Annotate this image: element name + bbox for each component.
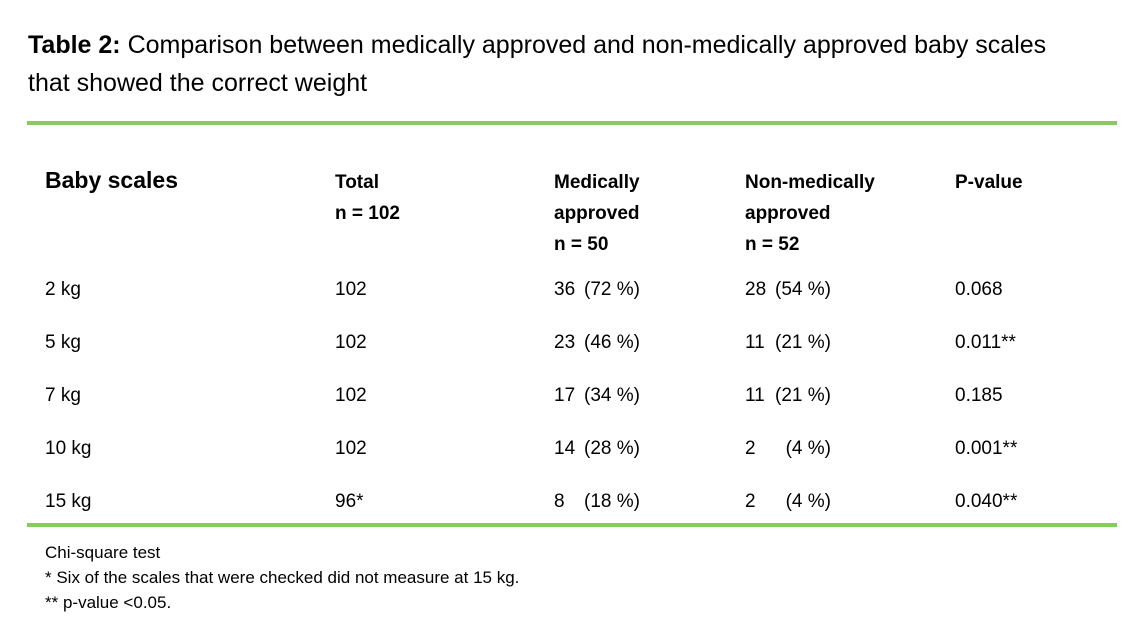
medical-count: 14: [554, 438, 576, 459]
nonmedical-percent: (21 %): [775, 332, 831, 353]
header-medically-approved: Medically approved n = 50: [554, 172, 640, 255]
cell-total: 102: [335, 385, 367, 406]
header-non-medically-approved: Non-medically approved n = 52: [745, 172, 875, 255]
table-row: 5 kg 102 23 (46 %) 11 (21 %) 0.011**: [45, 331, 1115, 384]
footnote-double-asterisk: ** p-value <0.05.: [45, 593, 172, 612]
cell-medically-approved: 8 (18 %): [554, 490, 745, 543]
cell-total: 102: [335, 332, 367, 353]
cell-weight-label: 10 kg: [45, 438, 92, 459]
cell-medically-approved: 17 (34 %): [554, 384, 745, 437]
cell-weight-label: 2 kg: [45, 279, 81, 300]
nonmedical-count: 11: [745, 385, 765, 406]
table-row: 15 kg 96* 8 (18 %) 2 (4 %) 0.040**: [45, 490, 1115, 543]
header-total: Total n = 102: [335, 172, 400, 224]
footnotes: Chi-square test * Six of the scales that…: [45, 540, 519, 615]
table-caption: Table 2: Comparison between medically ap…: [28, 26, 1123, 102]
medical-percent: (72 %): [584, 279, 640, 300]
medical-count: 36: [554, 279, 576, 300]
footnote-asterisk: * Six of the scales that were checked di…: [45, 568, 520, 587]
cell-p-value: 0.011**: [955, 332, 1016, 353]
cell-medically-approved: 14 (28 %): [554, 437, 745, 490]
nonmedical-percent: (4 %): [785, 491, 831, 512]
bottom-rule: [27, 523, 1117, 527]
cell-total: 102: [335, 279, 367, 300]
cell-medically-approved: 23 (46 %): [554, 331, 745, 384]
nonmedical-percent: (54 %): [775, 279, 831, 300]
cell-non-medically-approved: 2 (4 %): [745, 490, 955, 543]
top-rule: [27, 121, 1117, 125]
table-caption-number: Table 2:: [28, 31, 121, 59]
cell-p-value: 0.001**: [955, 438, 1018, 459]
footnote-chi-square: Chi-square test: [45, 543, 161, 562]
header-p-value: P-value: [955, 172, 1023, 193]
table-caption-text: Comparison between medically approved an…: [28, 31, 1047, 97]
medical-count: 8: [554, 491, 565, 512]
table-row: 2 kg 102 36 (72 %) 28 (54 %) 0.068: [45, 278, 1115, 331]
cell-medically-approved: 36 (72 %): [554, 278, 745, 331]
cell-weight-label: 5 kg: [45, 332, 81, 353]
cell-total: 96*: [335, 491, 364, 512]
cell-p-value: 0.068: [955, 279, 1003, 300]
cell-p-value: 0.185: [955, 385, 1003, 406]
medical-percent: (46 %): [584, 332, 640, 353]
cell-p-value: 0.040**: [955, 491, 1018, 512]
nonmedical-percent: (21 %): [775, 385, 831, 406]
table-body: 2 kg 102 36 (72 %) 28 (54 %) 0.068 5 kg 10…: [45, 278, 1115, 543]
cell-weight-label: 7 kg: [45, 385, 81, 406]
table-row: 7 kg 102 17 (34 %) 11 (21 %) 0.185: [45, 384, 1115, 437]
cell-non-medically-approved: 11 (21 %): [745, 331, 955, 384]
nonmedical-percent: (4 %): [785, 438, 831, 459]
cell-total: 102: [335, 438, 367, 459]
cell-non-medically-approved: 2 (4 %): [745, 437, 955, 490]
nonmedical-count: 2: [745, 491, 756, 512]
medical-percent: (18 %): [584, 491, 640, 512]
table-header-row: Baby scales Total n = 102 Medically appr…: [45, 167, 1115, 260]
medical-percent: (28 %): [584, 438, 640, 459]
medical-count: 17: [554, 385, 576, 406]
cell-non-medically-approved: 11 (21 %): [745, 384, 955, 437]
cell-weight-label: 15 kg: [45, 491, 92, 512]
nonmedical-count: 11: [745, 332, 765, 353]
medical-count: 23: [554, 332, 576, 353]
medical-percent: (34 %): [584, 385, 640, 406]
cell-non-medically-approved: 28 (54 %): [745, 278, 955, 331]
table-row: 10 kg 102 14 (28 %) 2 (4 %) 0.001**: [45, 437, 1115, 490]
nonmedical-count: 28: [745, 279, 767, 300]
nonmedical-count: 2: [745, 438, 756, 459]
header-baby-scales: Baby scales: [45, 167, 178, 193]
